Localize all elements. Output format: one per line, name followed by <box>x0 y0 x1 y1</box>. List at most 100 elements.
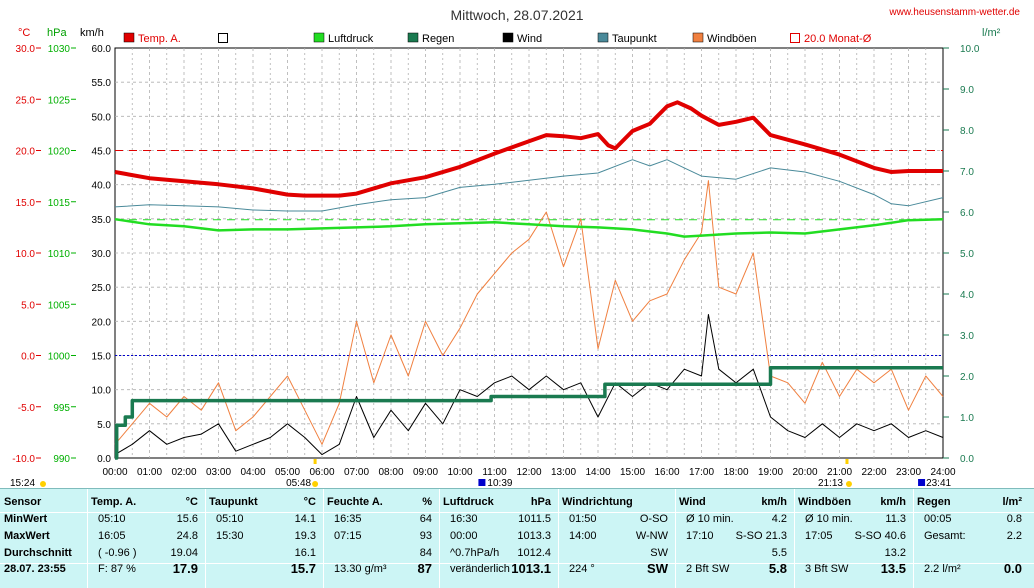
summary-column: Luftdruck hPa 16:30 1011.5 00:00 1013.3 ^0.7hP… <box>439 489 557 588</box>
temp-tick-label: 20.0 <box>16 147 36 158</box>
temp-tick-label: -10.0 <box>12 454 35 465</box>
temp-tick-label: -5.0 <box>18 403 36 414</box>
summary-header: Wind <box>679 496 706 508</box>
legend-swatch <box>313 32 325 43</box>
wind-tick-label: 5.0 <box>97 420 111 431</box>
wind-tick-label: 30.0 <box>92 249 112 260</box>
legend-label: Taupunkt <box>612 33 657 45</box>
summary-header-unit: % <box>422 496 432 508</box>
summary-cell-value: 2.2 <box>1006 530 1022 542</box>
summary-cell-label: 16:35 <box>334 513 362 525</box>
wind-tick-label: 60.0 <box>92 44 112 55</box>
x-tick-label: 20:00 <box>792 467 817 478</box>
summary-header-unit: hPa <box>530 496 551 508</box>
summary-footer-label: 2.2 l/m² <box>924 563 961 575</box>
summary-cell-value: 19.3 <box>294 530 316 542</box>
summary-header: Windböen <box>798 496 852 508</box>
x-tick-label: 16:00 <box>654 467 679 478</box>
rain-tick-label: 7.0 <box>960 167 974 178</box>
summary-cell-value: 16.1 <box>294 547 316 559</box>
wind-tick-label: 0.0 <box>97 454 111 465</box>
summary-cell-value: S-SO 40.6 <box>854 530 906 542</box>
x-tick-label: 00:00 <box>102 467 127 478</box>
sunrise-icon <box>312 481 319 487</box>
summary-footer-label: 3 Bft SW <box>805 563 849 575</box>
legend-label: Temp. A. <box>138 33 181 45</box>
summary-cell-label: 17:10 <box>686 530 714 542</box>
chart-title: Mittwoch, 28.07.2021 <box>450 7 583 23</box>
x-tick-label: 21:00 <box>827 467 852 478</box>
website-link[interactable]: www.heusenstamm-wetter.de <box>888 7 1020 18</box>
summary-cell-value: O-SO <box>639 513 668 525</box>
summary-cell-value: 11.3 <box>885 513 906 525</box>
series-wind <box>114 314 944 456</box>
left-marker-icon <box>40 481 46 487</box>
summary-cell-label: Ø 10 min. <box>805 513 853 525</box>
rain-tick-label: 6.0 <box>960 208 974 219</box>
temp-tick-label: 30.0 <box>16 44 36 55</box>
wind-tick-label: 40.0 <box>92 181 112 192</box>
wind-tick-label: 15.0 <box>92 352 112 363</box>
summary-cell-label: 15:30 <box>216 530 244 542</box>
wind-tick-label: 25.0 <box>92 283 112 294</box>
summary-cell-value: 14.1 <box>294 513 316 525</box>
summary-header-unit: km/h <box>880 496 906 508</box>
summary-cell-value: 64 <box>419 513 432 525</box>
summary-cell-label: Durchschnitt <box>4 547 72 559</box>
summary-footer-label: 28.07. 23:55 <box>4 563 66 575</box>
legend-label: Regen <box>422 33 454 45</box>
legend-label: 20.0 Monat-Ø <box>804 33 872 45</box>
sunset-label: 21:13 <box>818 478 843 488</box>
temp-tick-label: 0.0 <box>21 352 35 363</box>
summary-footer-value: 13.5 <box>880 561 906 576</box>
series-taupunkt <box>114 159 944 212</box>
summary-cell-value: 13.2 <box>884 547 906 559</box>
left-marker-label: 15:24 <box>10 478 35 488</box>
series-layer <box>114 100 944 460</box>
series-regen <box>114 366 943 460</box>
summary-footer-label: 224 ° <box>569 563 595 575</box>
wind-tick-label: 10.0 <box>92 386 112 397</box>
summary-cell-label: ( -0.96 ) <box>98 547 137 559</box>
summary-footer-value: 15.7 <box>290 561 316 576</box>
moon1-label: 10:39 <box>487 478 512 488</box>
summary-header-unit: km/h <box>761 496 787 508</box>
summary-cell-label: 16:30 <box>450 513 478 525</box>
summary-cell-value: 0.8 <box>1006 513 1022 525</box>
pressure-tick-label: 990 <box>53 454 70 465</box>
temp-tick-label: 5.0 <box>21 300 35 311</box>
summary-footer-label: F: 87 % <box>98 563 136 575</box>
x-tick-label: 22:00 <box>861 467 886 478</box>
legend-swatch <box>790 33 800 43</box>
summary-cell-label: MaxWert <box>4 530 50 542</box>
summary-footer-value: 1013.1 <box>511 561 551 576</box>
x-tick-label: 04:00 <box>240 467 265 478</box>
series-temp-a <box>114 100 943 198</box>
rain-tick-label: 9.0 <box>960 85 974 96</box>
pressure-tick-label: 1030 <box>48 44 71 55</box>
summary-footer-value: 5.8 <box>768 561 787 576</box>
summary-footer-value: 87 <box>417 561 432 576</box>
summary-cell-label: 07:15 <box>334 530 362 542</box>
summary-footer-value: SW <box>647 561 668 576</box>
legend-swatch <box>407 32 419 43</box>
summary-cell-label: 16:05 <box>98 530 126 542</box>
legend-swatch <box>218 33 228 43</box>
legend-swatch <box>692 32 704 43</box>
legend-label: Luftdruck <box>328 33 374 45</box>
summary-column: Regen l/m² 00:05 0.8 Gesamt: 2.2 2.2 l/m² 0.0 <box>913 489 1028 588</box>
moon-icon <box>918 479 926 486</box>
summary-footer-label: veränderlich <box>450 563 510 575</box>
axes: 30.0 25.0 20.0 15.0 10.0 5.0 0.0 -5.0 -10.0 1030 1… <box>12 44 980 478</box>
x-tick-label: 13:00 <box>551 467 576 478</box>
summary-cell-value: S-SO 21.3 <box>735 530 787 542</box>
summary-cell-label: Ø 10 min. <box>686 513 734 525</box>
legend: Temp. A. Luftdruck Regen Wind Taupunkt Windbö… <box>123 32 872 45</box>
summary-column: Temp. A. °C 05:10 15.6 16:05 24.8 ( -0.96 ) 19.… <box>87 489 204 588</box>
summary-table: Sensor MinWert MaxWert Durchschnitt 28.07. 2… <box>0 488 1034 588</box>
moon2-label: 23:41 <box>926 478 951 488</box>
summary-cell-label: ^0.7hPa/h <box>450 547 500 559</box>
wind-tick-label: 55.0 <box>92 78 112 89</box>
rain-unit-label: l/m² <box>982 27 1001 39</box>
summary-cell-label: 17:05 <box>805 530 833 542</box>
